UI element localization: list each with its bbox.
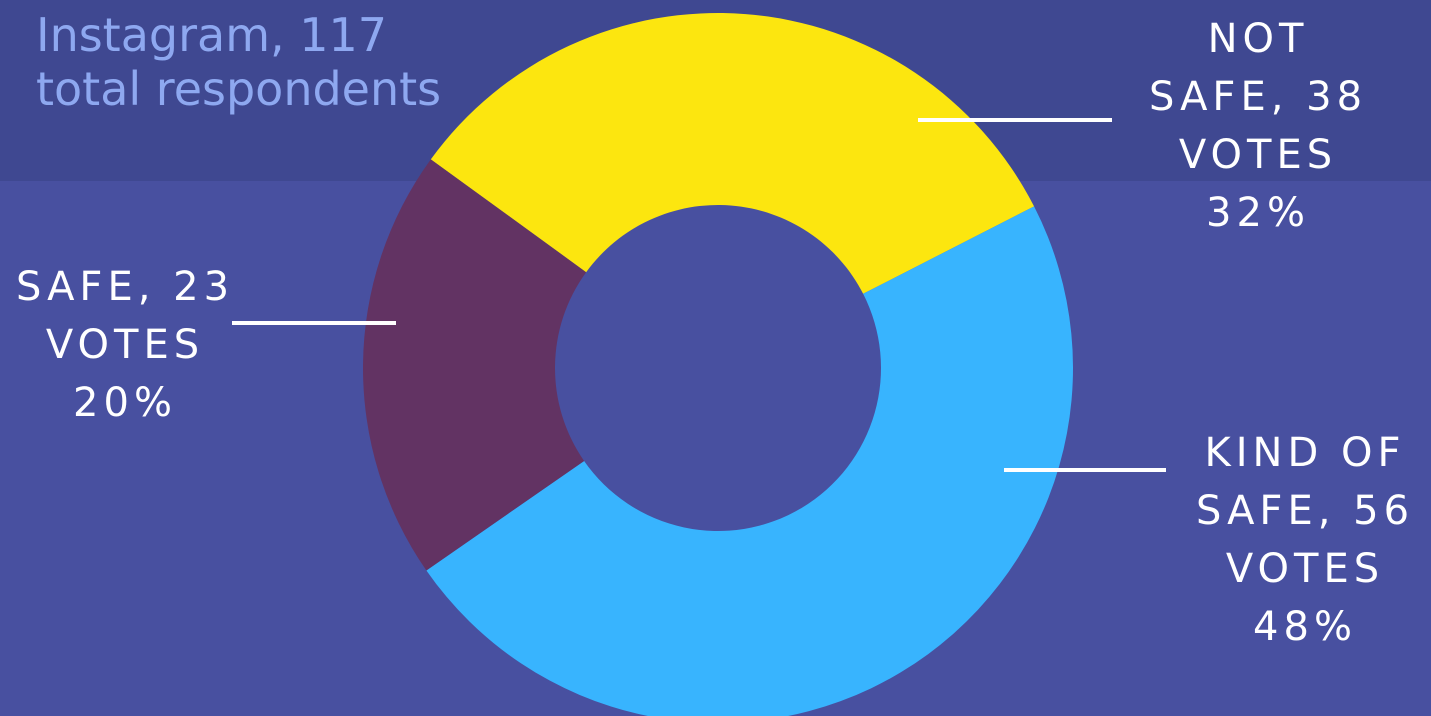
donut-slice-not-safe [430,13,1035,294]
label-kind-of-safe-line-1: KIND OF [1204,430,1406,476]
label-safe-line-2: VOTES [45,322,205,368]
chart-subtitle: Instagram, 117 total respondents [36,8,441,116]
label-safe-line-1: SAFE, 23 [15,264,235,310]
label-safe: SAFE, 23 VOTES 20% [0,258,250,432]
label-kind-of-safe-line-4: 48% [1253,604,1357,650]
label-kind-of-safe-line-3: VOTES [1225,546,1385,592]
label-kind-of-safe: KIND OF SAFE, 56 VOTES 48% [1180,424,1430,656]
label-kind-of-safe-line-2: SAFE, 56 [1195,488,1415,534]
donut-slice-safe [363,159,587,571]
label-not-safe-line-2: SAFE, 38 [1148,74,1368,120]
label-not-safe-line-4: 32% [1206,190,1310,236]
subtitle-line-1: Instagram, 117 [36,8,388,62]
label-not-safe-line-3: VOTES [1178,132,1338,178]
subtitle-line-2: total respondents [36,62,442,116]
label-safe-line-3: 20% [73,380,177,426]
donut-slice-kind-of-safe [426,206,1073,716]
label-not-safe: NOT SAFE, 38 VOTES 32% [1128,10,1388,242]
label-not-safe-line-1: NOT [1207,16,1309,62]
